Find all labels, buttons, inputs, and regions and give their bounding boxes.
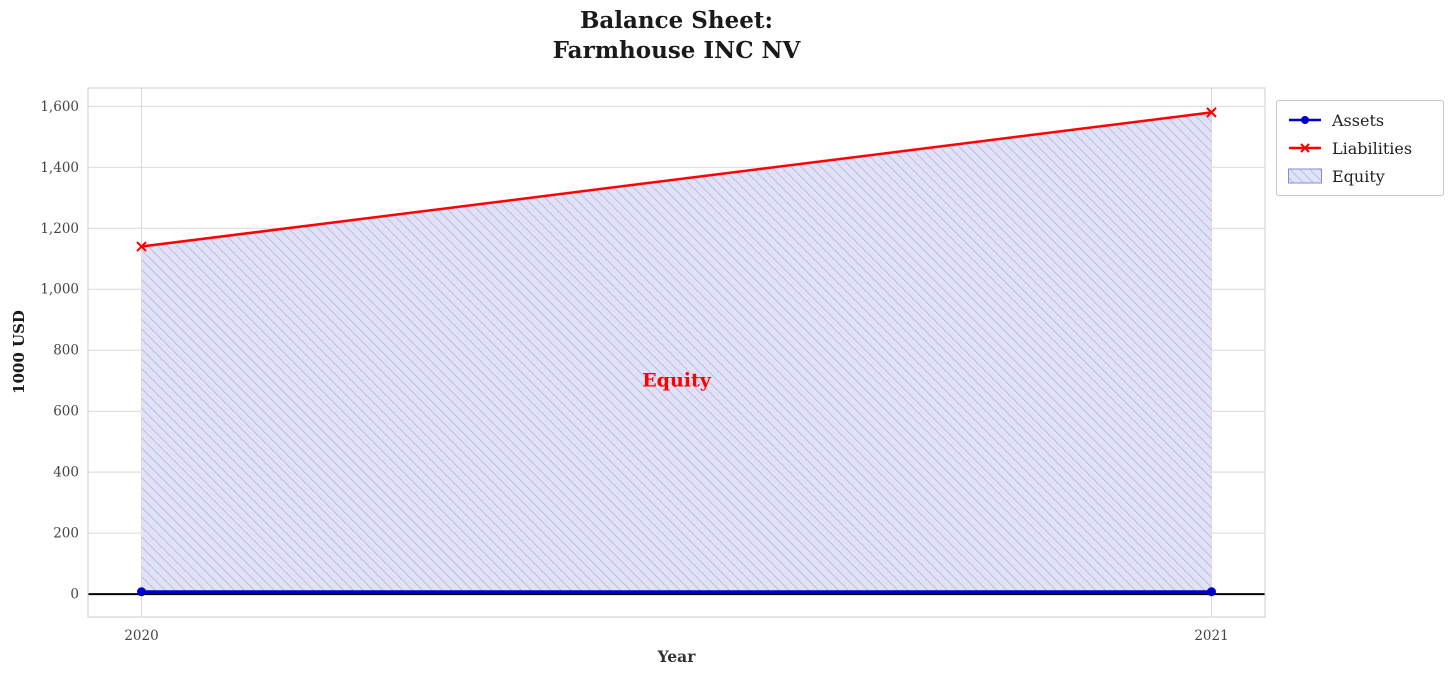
equity-legend-patch bbox=[1288, 168, 1322, 184]
legend-label-liabilities: Liabilities bbox=[1332, 138, 1413, 158]
equity-annotation: Equity bbox=[642, 370, 712, 392]
y-tick-label: 1,400 bbox=[40, 160, 79, 176]
y-tick-label: 1,200 bbox=[40, 221, 79, 237]
legend-label-equity: Equity bbox=[1332, 166, 1385, 186]
liabilities-legend-marker bbox=[1289, 143, 1321, 153]
y-tick-label: 600 bbox=[53, 404, 79, 420]
x-axis-label: Year bbox=[657, 647, 696, 666]
chart-title-line1: Balance Sheet: bbox=[579, 7, 774, 34]
y-tick-label: 800 bbox=[53, 343, 79, 359]
liabilities-marker bbox=[1206, 107, 1217, 118]
liabilities-marker bbox=[136, 241, 147, 252]
x-tick-label: 2020 bbox=[124, 628, 158, 644]
assets-marker bbox=[137, 587, 146, 597]
equity-fill-area bbox=[141, 112, 1212, 592]
y-tick-label: 400 bbox=[53, 465, 79, 481]
legend-item-equity: Equity bbox=[1287, 165, 1433, 187]
assets-legend-marker bbox=[1289, 116, 1321, 124]
assets-marker bbox=[1207, 587, 1216, 597]
chart-title-line2: Farmhouse INC NV bbox=[552, 37, 801, 64]
legend-label-assets: Assets bbox=[1332, 110, 1385, 130]
chart-title: Balance Sheet: Farmhouse INC NV bbox=[88, 6, 1265, 66]
x-tick-label: 2021 bbox=[1194, 628, 1228, 644]
y-tick-label: 200 bbox=[53, 526, 79, 542]
y-tick-label: 0 bbox=[70, 587, 79, 603]
y-tick-label: 1,000 bbox=[40, 282, 79, 298]
plot-border bbox=[87, 87, 1266, 618]
liabilities-line bbox=[141, 111, 1212, 248]
y-tick-label: 1,600 bbox=[40, 99, 79, 115]
legend-item-assets: Assets bbox=[1287, 109, 1433, 131]
legend: Assets Liabilities Equity bbox=[1276, 100, 1444, 196]
legend-item-liabilities: Liabilities bbox=[1287, 137, 1433, 159]
